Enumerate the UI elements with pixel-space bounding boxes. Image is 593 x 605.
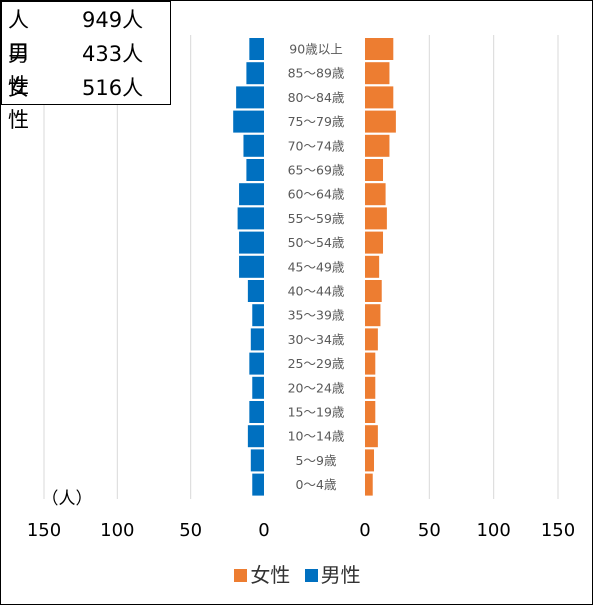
legend-label-male: 男性 (320, 563, 361, 587)
age-group-label: 75～79歳 (288, 114, 345, 129)
legend-item-male: 男性 (304, 559, 361, 588)
male-bar (239, 183, 264, 206)
male-bar (249, 352, 264, 375)
male-label: 男性 (8, 42, 29, 98)
male-axis-tick-label: 100 (100, 520, 134, 541)
female-axis-tick-label: 150 (541, 520, 575, 541)
male-bar (252, 304, 264, 327)
population-value: 949人 (82, 8, 144, 32)
male-bar (239, 255, 264, 278)
male-axis-tick-label: 0 (258, 520, 269, 541)
female-bar (365, 304, 381, 327)
age-group-label: 40～44歳 (288, 284, 345, 299)
male-bar (249, 38, 264, 60)
legend-item-female: 女性 (234, 559, 290, 588)
age-group-label: 85～89歳 (288, 66, 345, 81)
age-group-label: 0～4歳 (296, 477, 337, 492)
female-bar (365, 376, 376, 399)
female-label: 女性 (8, 76, 29, 132)
age-group-label: 55～59歳 (288, 211, 345, 226)
male-bar (246, 62, 264, 85)
male-value: 433人 (82, 42, 144, 66)
legend-swatch-male (304, 569, 318, 582)
age-group-label: 25～29歳 (288, 356, 345, 371)
male-bar (239, 231, 264, 254)
unit-label: （人） (42, 489, 93, 509)
female-bar (365, 449, 375, 472)
female-bar (365, 401, 376, 423)
age-group-label: 30～34歳 (288, 332, 345, 347)
legend-swatch-female (234, 569, 248, 582)
population-summary-box: 人口 949人 男性 433人 女性 516人 (1, 1, 171, 132)
age-group-label: 80～84歳 (288, 90, 345, 105)
age-group-label: 35～39歳 (288, 308, 345, 323)
female-bar (365, 38, 394, 60)
female-axis-tick-label: 50 (418, 520, 441, 541)
male-bar (252, 473, 264, 496)
male-bar (250, 328, 264, 351)
male-bar (237, 207, 264, 230)
male-bar (233, 110, 264, 133)
female-bar (365, 255, 380, 278)
female-bar (365, 62, 390, 85)
female-bar (365, 159, 384, 181)
age-group-label: 70～74歳 (288, 138, 345, 153)
female-bar (365, 86, 394, 109)
age-group-label: 60～64歳 (288, 187, 345, 202)
male-bar (252, 376, 264, 399)
female-bar (365, 231, 384, 254)
female-bar (365, 352, 376, 375)
male-axis-tick-label: 50 (179, 520, 202, 541)
female-axis-tick-label: 0 (359, 520, 370, 541)
age-group-label: 5～9歳 (296, 453, 337, 468)
age-group-label: 90歳以上 (289, 42, 342, 57)
female-bar (365, 110, 396, 133)
age-group-label: 45～49歳 (288, 259, 345, 274)
male-bar (246, 159, 264, 181)
female-bar (365, 473, 373, 496)
female-bar (365, 328, 378, 351)
legend-label-female: 女性 (250, 563, 291, 587)
male-bar (236, 86, 264, 109)
legend: 女性 男性 (1, 559, 592, 589)
male-bar (243, 134, 264, 157)
female-bar (365, 280, 382, 302)
male-bar (247, 280, 264, 302)
age-group-label: 10～14歳 (288, 429, 345, 444)
male-bar (250, 449, 264, 472)
male-bar (247, 425, 264, 448)
age-group-label: 50～54歳 (288, 235, 345, 250)
female-bar (365, 425, 378, 448)
female-bar (365, 183, 386, 206)
population-label: 人口 (8, 8, 29, 64)
female-bar (365, 134, 390, 157)
age-group-label: 20～24歳 (288, 380, 345, 395)
female-bar (365, 207, 387, 230)
female-axis-tick-label: 100 (476, 520, 510, 541)
male-axis-tick-label: 150 (27, 520, 61, 541)
age-group-label: 65～69歳 (288, 163, 345, 178)
male-bar (249, 401, 264, 423)
female-value: 516人 (82, 76, 144, 100)
age-group-label: 15～19歳 (288, 405, 345, 420)
